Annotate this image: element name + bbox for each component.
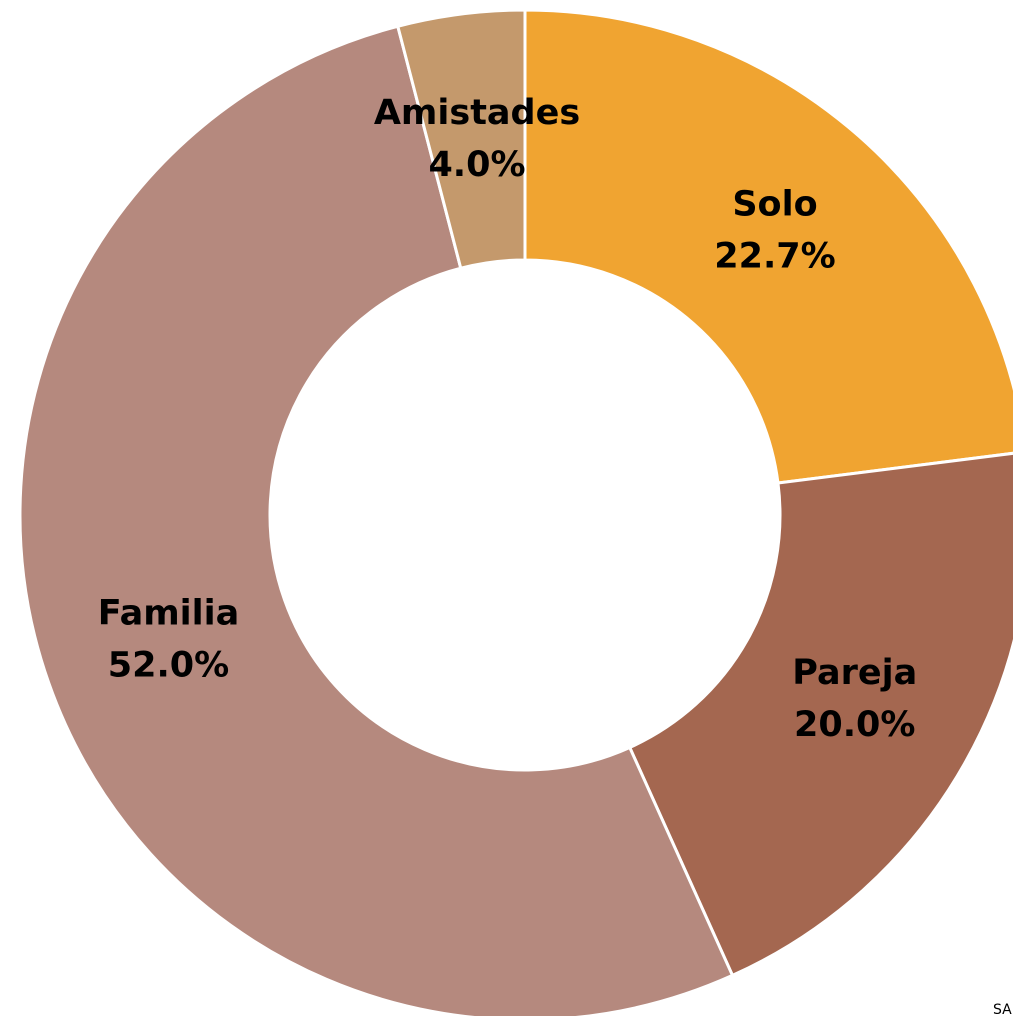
slice-value-label: 20.0% bbox=[794, 705, 915, 745]
slice-value-label: 22.7% bbox=[714, 236, 835, 276]
source-note: SA bbox=[993, 1002, 1012, 1016]
donut-slice bbox=[523, 8, 1013, 485]
slice-name: Amistades bbox=[374, 93, 580, 133]
donut-slice bbox=[395, 8, 527, 271]
slice-value-label: 52.0% bbox=[108, 646, 229, 686]
donut-slice bbox=[627, 451, 1013, 978]
donut-slice bbox=[18, 24, 735, 1016]
slice-value-label: 4.0% bbox=[428, 145, 525, 185]
slice-name: Familia bbox=[98, 594, 240, 634]
slice-name: Pareja bbox=[792, 653, 917, 693]
slice-name: Solo bbox=[732, 184, 817, 224]
